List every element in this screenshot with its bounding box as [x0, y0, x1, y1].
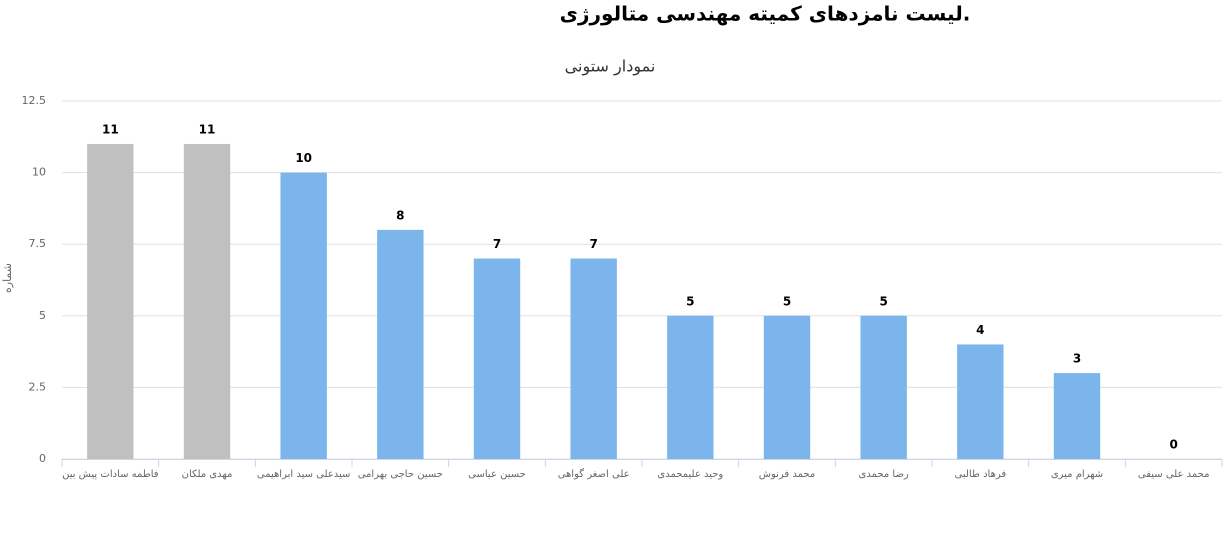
chart-subtitle: نمودار ستونی — [565, 57, 656, 77]
bar — [667, 315, 714, 459]
x-tick-label: فاطمه سادات پیش بین — [62, 469, 159, 480]
bar — [957, 344, 1004, 459]
bar — [860, 315, 907, 459]
y-tick-label: 12.5 — [22, 94, 47, 107]
data-label: 5 — [686, 294, 694, 308]
data-label: 3 — [1073, 352, 1081, 366]
x-tick-label: حسین حاجی بهرامی — [358, 469, 443, 480]
bar — [473, 258, 521, 459]
y-tick-label: 5 — [39, 309, 46, 322]
bar — [763, 315, 811, 459]
data-label: 8 — [396, 208, 404, 222]
bar — [280, 172, 327, 459]
data-label: 7 — [493, 237, 501, 251]
y-tick-label: 0 — [39, 452, 46, 465]
y-tick-label: 10 — [32, 166, 46, 179]
x-tick-label: سیدعلی سید ابراهیمی — [257, 469, 351, 480]
data-label: 4 — [976, 323, 984, 337]
x-tick-label: شهرام میری — [1051, 469, 1103, 480]
data-label: 5 — [783, 294, 791, 308]
x-tick-label: علی اصغر گواهی — [558, 468, 630, 480]
data-label: 11 — [199, 122, 216, 136]
bar — [570, 258, 617, 459]
y-tick-label: 7.5 — [29, 237, 47, 250]
data-label: 7 — [589, 237, 597, 251]
data-label: 0 — [1169, 438, 1177, 452]
bar — [377, 229, 424, 459]
bar — [87, 143, 134, 459]
bar — [1053, 373, 1101, 459]
data-label: 10 — [295, 151, 312, 165]
x-tick-label: محمد علی سیفی — [1138, 469, 1210, 480]
y-axis-label: شماره — [1, 263, 14, 293]
x-tick-label: محمد فرنوش — [759, 469, 815, 480]
chart-title: لیست نامزدهای کمیته مهندسی متالورژی. — [560, 2, 971, 26]
data-label: 5 — [879, 294, 887, 308]
x-tick-label: فرهاد طالبی — [955, 469, 1007, 480]
x-tick-label: مهدی ملکان — [182, 469, 233, 480]
data-label: 11 — [102, 122, 119, 136]
y-tick-label: 2.5 — [29, 380, 47, 393]
x-tick-label: حسین عباسی — [468, 469, 526, 480]
bar — [183, 143, 231, 459]
x-tick-label: رضا محمدی — [859, 469, 909, 480]
x-tick-label: وحید علیمحمدی — [657, 469, 723, 480]
